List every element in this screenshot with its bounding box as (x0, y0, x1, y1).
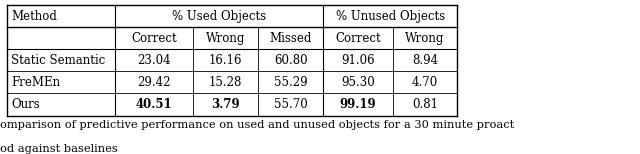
Text: 91.06: 91.06 (341, 54, 375, 67)
Text: % Used Objects: % Used Objects (172, 10, 266, 23)
Text: 4.70: 4.70 (412, 76, 438, 89)
Text: 99.19: 99.19 (340, 98, 376, 111)
Text: omparison of predictive performance on used and unused objects for a 30 minute p: omparison of predictive performance on u… (0, 120, 515, 130)
Text: 8.94: 8.94 (412, 54, 438, 67)
Text: Ours: Ours (11, 98, 40, 111)
Text: Wrong: Wrong (405, 32, 445, 45)
Text: Method: Method (11, 10, 57, 23)
Text: 95.30: 95.30 (341, 76, 375, 89)
Text: 60.80: 60.80 (274, 54, 307, 67)
Text: Correct: Correct (131, 32, 177, 45)
Text: 23.04: 23.04 (137, 54, 171, 67)
Text: 15.28: 15.28 (209, 76, 242, 89)
Text: Correct: Correct (335, 32, 381, 45)
Text: Static Semantic: Static Semantic (11, 54, 106, 67)
Text: Wrong: Wrong (205, 32, 245, 45)
Text: Missed: Missed (269, 32, 312, 45)
Text: 55.29: 55.29 (274, 76, 307, 89)
Text: od against baselines: od against baselines (0, 144, 118, 154)
Text: 55.70: 55.70 (274, 98, 308, 111)
Text: 16.16: 16.16 (209, 54, 242, 67)
Text: 29.42: 29.42 (137, 76, 171, 89)
Text: 0.81: 0.81 (412, 98, 438, 111)
Text: 40.51: 40.51 (136, 98, 172, 111)
Text: 3.79: 3.79 (211, 98, 240, 111)
Text: % Unused Objects: % Unused Objects (335, 10, 445, 23)
Text: FreMEn: FreMEn (11, 76, 60, 89)
